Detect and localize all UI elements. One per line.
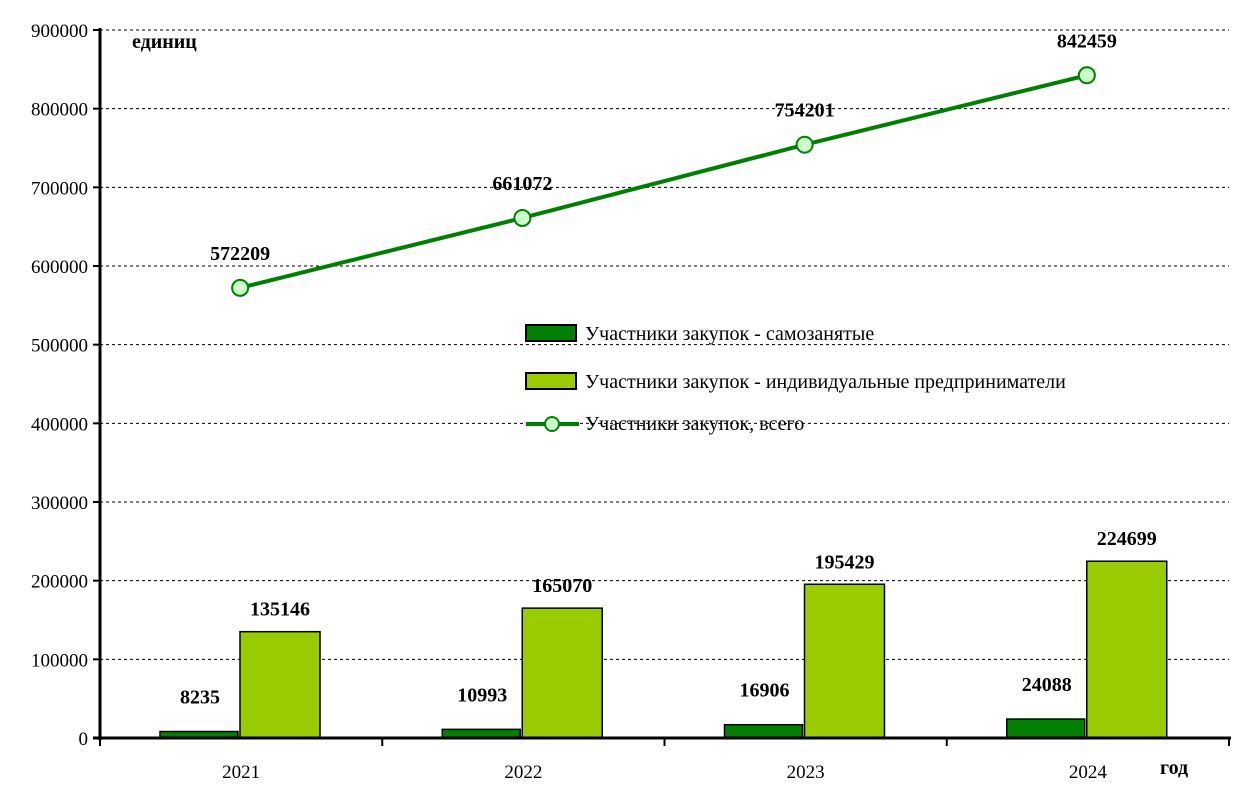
y-tick-label: 0 — [79, 729, 89, 750]
y-axis-label: единиц — [132, 31, 197, 53]
x-tick-label: 2024 — [1069, 762, 1108, 783]
legend-marker-total — [544, 416, 560, 432]
data-label: 10993 — [457, 684, 507, 706]
legend-swatch-entrepreneurs — [525, 372, 577, 390]
data-label: 661072 — [492, 173, 552, 195]
y-tick-label: 100000 — [31, 650, 88, 671]
data-label: 135146 — [250, 599, 310, 621]
x-tick-label: 2021 — [222, 762, 260, 783]
y-tick-label: 200000 — [31, 572, 88, 593]
data-label: 572209 — [210, 243, 270, 265]
data-label: 224699 — [1097, 528, 1157, 550]
x-tick-label: 2022 — [504, 762, 542, 783]
legend: Участники закупок - самозанятые Участник… — [525, 323, 1066, 435]
bar-entrepreneurs — [803, 583, 886, 739]
data-label: 165070 — [532, 575, 592, 597]
data-label: 16906 — [740, 680, 790, 702]
bar-self-employed — [1006, 718, 1086, 739]
point-total — [795, 135, 814, 154]
bar-entrepreneurs — [239, 630, 321, 739]
data-label: 24088 — [1022, 674, 1072, 696]
x-axis-label: год — [1160, 757, 1188, 779]
data-label: 8235 — [180, 687, 220, 709]
legend-label-total: Участники закупок, всего — [585, 413, 804, 435]
data-label: 195429 — [815, 551, 875, 573]
legend-label-self-employed: Участники закупок - самозанятые — [585, 323, 874, 345]
bar-self-employed — [723, 723, 804, 739]
y-tick-label: 900000 — [31, 21, 88, 42]
y-tick-label: 300000 — [31, 493, 88, 514]
point-total — [513, 208, 532, 227]
point-total — [231, 278, 250, 297]
y-tick-label: 800000 — [31, 100, 88, 121]
bar-entrepreneurs — [521, 607, 603, 739]
line-total — [239, 73, 1088, 290]
y-tick-label: 700000 — [31, 178, 88, 199]
point-total — [1077, 66, 1096, 85]
x-tick-label: 2023 — [787, 762, 825, 783]
y-tick-label: 500000 — [31, 336, 88, 357]
legend-swatch-self-employed — [525, 324, 577, 342]
data-label: 842459 — [1057, 30, 1117, 52]
y-tick-label: 400000 — [31, 414, 88, 435]
bar-entrepreneurs — [1086, 560, 1168, 739]
y-tick-label: 600000 — [31, 257, 88, 278]
legend-label-entrepreneurs: Участники закупок - индивидуальные предп… — [585, 371, 1066, 393]
data-label: 754201 — [775, 100, 835, 122]
